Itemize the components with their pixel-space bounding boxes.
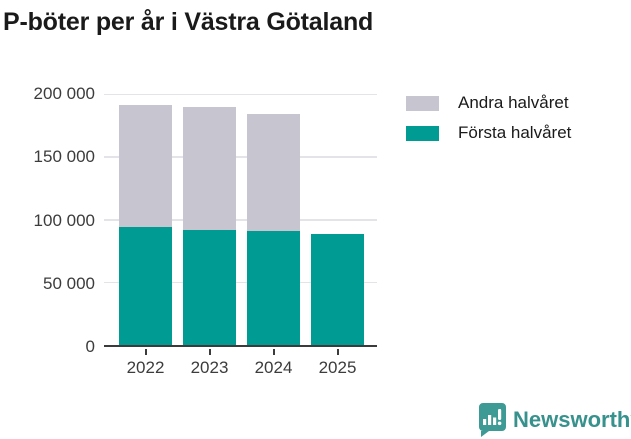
legend: Andra halvåret Första halvåret [406,93,571,153]
bar-segment-forsta-2025 [311,233,364,345]
x-axis: 2022 2023 2024 2025 [104,349,377,389]
chart-title: P-böter per år i Västra Götaland [3,8,374,36]
legend-swatch [406,95,439,111]
legend-label: Andra halvåret [458,93,569,112]
legend-item: Andra halvåret [406,93,571,113]
bar-segment-andra-2022 [119,105,172,227]
x-tick [272,349,275,355]
y-tick-label: 200 000 [33,84,95,103]
x-tick [144,349,147,355]
legend-label: Första halvåret [458,123,572,142]
bar-2025 [311,233,364,345]
x-tick-label-2022: 2022 [126,358,165,377]
legend-swatch [406,125,439,141]
y-tick-label: 50 000 [43,273,95,293]
bar-2022 [119,105,172,345]
x-tick-label-2025: 2025 [318,358,357,377]
x-tick [208,349,211,355]
y-tick-label: 150 000 [33,147,95,167]
bar-2023 [183,107,236,345]
bar-segment-andra-2023 [183,107,236,230]
bar-segment-andra-2024 [247,113,300,231]
bar-2024 [247,113,300,345]
bar-segment-forsta-2023 [183,229,236,345]
y-tick-label: 0 [85,337,95,356]
plot-area [104,93,377,347]
y-axis-labels: 0 50 000 100 000 150 000 200 000 [0,84,95,356]
x-tick-label-2024: 2024 [254,358,293,377]
brand-logo: Newsworthy [476,403,631,437]
gridline [104,281,377,284]
legend-item: Första halvåret [406,123,571,143]
y-tick-label: 100 000 [33,210,95,230]
bar-segment-forsta-2022 [119,226,172,345]
x-tick [336,349,339,355]
gridline [104,156,377,158]
x-tick-label-2023: 2023 [190,358,229,377]
gridline [104,219,377,221]
bar-segment-forsta-2024 [247,230,300,345]
brand-name: Newsworthy [513,407,631,432]
gridline [104,93,377,95]
newsworthy-logo-icon [479,403,506,437]
